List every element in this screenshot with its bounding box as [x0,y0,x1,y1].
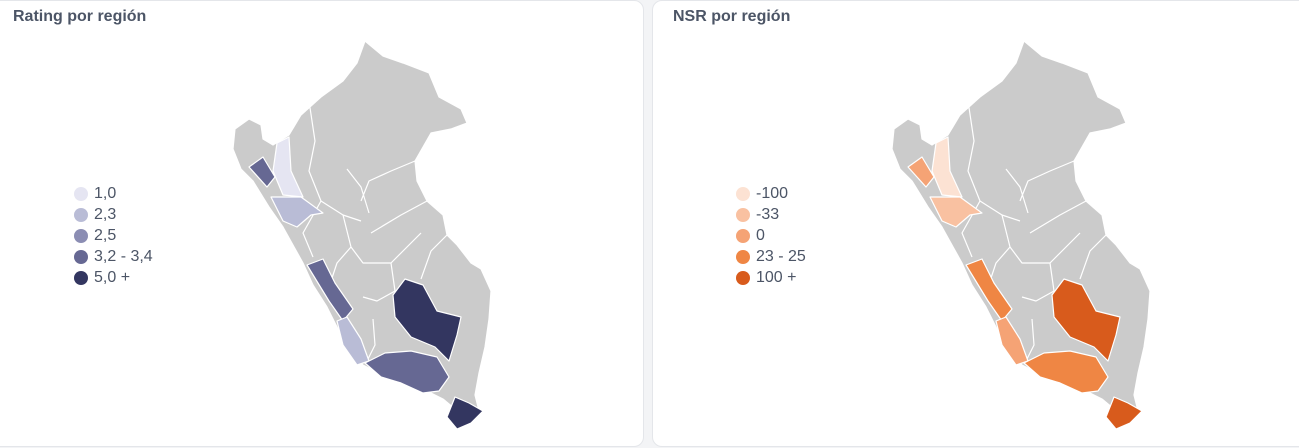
nsr-map [891,40,1151,430]
region-cajamarca [931,136,963,198]
nsr-map-title: NSR por región [673,8,791,25]
legend-label: 0 [756,226,765,244]
legend-item[interactable]: 0 [736,225,806,246]
legend-item[interactable]: 5,0 + [74,267,153,288]
rating-map [232,40,492,430]
legend-item[interactable]: 1,0 [74,183,153,204]
legend-item[interactable]: 3,2 - 3,4 [74,246,153,267]
legend-swatch [736,249,750,264]
legend-item[interactable]: 23 - 25 [736,246,806,267]
legend-label: -100 [756,184,789,202]
region-cusco [392,278,462,362]
rating-map-panel: Rating por región 1,0 2,3 2,5 3,2 - 3,4 [0,0,644,447]
region-cajamarca [272,136,304,198]
map-borders [961,100,1111,362]
legend-swatch [736,207,750,222]
region-lima [306,258,354,322]
legend-label: 23 - 25 [756,247,806,265]
legend-label: 2,5 [94,226,117,244]
legend-swatch [74,270,88,285]
legend-item[interactable]: -100 [736,183,806,204]
legend-swatch [74,207,88,222]
legend-swatch [736,228,750,243]
region-tacna [446,396,484,430]
legend-label: 1,0 [94,184,117,202]
legend-swatch [74,186,88,201]
legend-item[interactable]: 100 + [736,267,806,288]
legend-label: 3,2 - 3,4 [94,247,153,265]
legend-label: 2,3 [94,205,117,223]
region-arequipa [1023,350,1109,394]
map-borders [302,100,452,362]
nsr-legend: -100 -33 0 23 - 25 100 + [736,183,806,288]
legend-label: 5,0 + [94,268,131,286]
region-la-libertad [929,196,983,228]
region-la-libertad [270,196,324,228]
region-cusco [1051,278,1121,362]
legend-item[interactable]: -33 [736,204,806,225]
region-arequipa [364,350,450,394]
legend-swatch [74,249,88,264]
legend-swatch [736,270,750,285]
legend-item[interactable]: 2,3 [74,204,153,225]
region-lima [965,258,1013,322]
legend-swatch [736,186,750,201]
legend-swatch [74,228,88,243]
legend-label: -33 [756,205,780,223]
nsr-map-panel: NSR por región -100 -33 0 23 - 25 [652,0,1299,447]
region-tacna [1105,396,1143,430]
rating-legend: 1,0 2,3 2,5 3,2 - 3,4 5,0 + [74,183,153,288]
legend-item[interactable]: 2,5 [74,225,153,246]
rating-map-title: Rating por región [13,8,147,25]
legend-label: 100 + [756,268,797,286]
